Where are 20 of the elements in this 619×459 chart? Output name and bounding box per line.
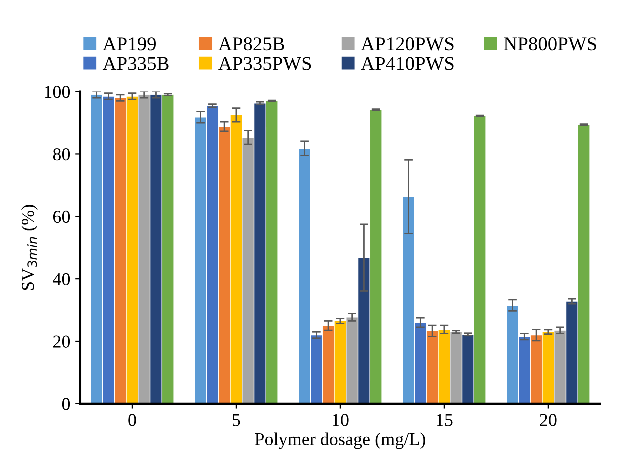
- y-tick-label: 80: [53, 148, 70, 161]
- x-tick-label: 20: [540, 414, 557, 426]
- y-axis-title: SV$_{3min}$ (%): [22, 205, 38, 290]
- y-tick-label: 40: [53, 273, 70, 286]
- x-tick-label: 0: [128, 414, 136, 426]
- legend-label: AP410PWS: [361, 57, 454, 70]
- y-tick-label: 20: [53, 336, 70, 348]
- y-tick-label: 0: [62, 398, 70, 410]
- legend-label: NP800PWS: [504, 38, 596, 51]
- legend-label: AP335PWS: [218, 57, 312, 70]
- y-tick-label: 60: [53, 210, 70, 224]
- legend-label: AP199: [102, 38, 156, 51]
- x-tick-label: 5: [232, 414, 240, 426]
- legend-label: AP825B: [218, 38, 284, 51]
- x-tick-label: 10: [333, 414, 349, 426]
- x-axis-title: Polymer dosage (mg/L): [255, 432, 426, 450]
- x-tick-label: 15: [437, 414, 453, 426]
- y-tick-label: 100: [45, 86, 70, 98]
- legend-label: AP120PWS: [361, 38, 454, 51]
- legend-label: AP335B: [102, 57, 169, 70]
